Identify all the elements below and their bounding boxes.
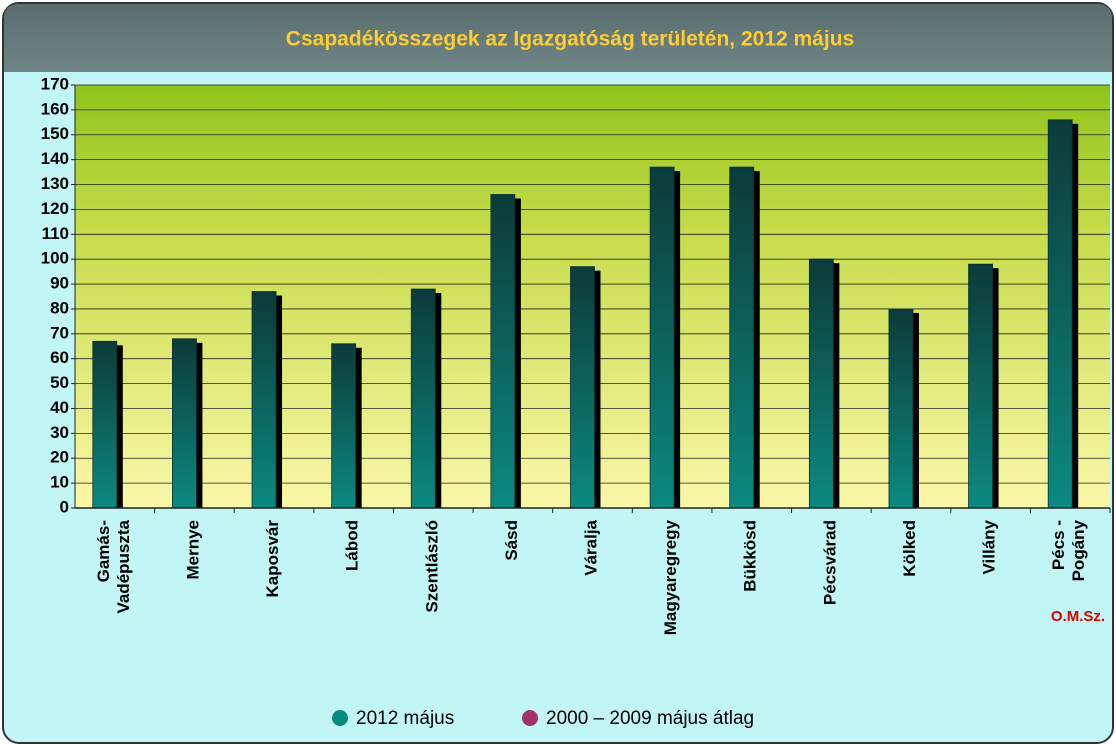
bar-shadow <box>833 263 840 508</box>
annotation: O.M.Sz. <box>1051 608 1105 625</box>
y-tick-label: 40 <box>50 398 69 417</box>
y-tick-label: 150 <box>41 124 69 143</box>
x-tick-label: Szentlászló <box>423 520 442 613</box>
bar-shadow <box>992 268 999 508</box>
bar-shadow <box>276 295 283 508</box>
bar <box>649 166 675 509</box>
bar <box>331 343 357 509</box>
legend-marker <box>332 710 348 726</box>
bar-shadow <box>435 293 442 508</box>
bar <box>729 166 755 509</box>
bar <box>1047 119 1073 509</box>
bar-shadow <box>116 345 123 508</box>
bar <box>808 258 834 509</box>
bar-shadow <box>355 347 362 508</box>
bar-shadow <box>753 171 760 509</box>
chart-title: Csapadékösszegek az Igazgatóság területé… <box>286 28 854 51</box>
y-tick-label: 140 <box>41 149 69 168</box>
y-tick-label: 30 <box>50 423 69 442</box>
x-tick-label: Villány <box>980 519 999 574</box>
y-tick-label: 130 <box>41 174 69 193</box>
y-tick-label: 0 <box>60 497 69 516</box>
x-tick-label: Sásd <box>502 520 521 561</box>
legend-label: 2000 – 2009 május átlag <box>546 708 754 729</box>
y-tick-label: 60 <box>50 348 69 367</box>
bar-shadow <box>912 312 919 508</box>
y-tick-label: 120 <box>41 199 69 218</box>
x-tick-label: Mernye <box>184 520 203 580</box>
y-tick-label: 70 <box>50 323 69 342</box>
x-tick-label: Kaposvár <box>264 520 283 598</box>
y-tick-label: 110 <box>42 224 69 243</box>
x-tick-label: Pécs -Pogány <box>1050 519 1089 581</box>
bar-shadow <box>196 342 203 508</box>
bar-shadow <box>594 270 601 508</box>
x-tick-label: Gamás-Vadépuszta <box>94 519 133 613</box>
y-tick-label: 170 <box>41 74 69 93</box>
y-tick-label: 50 <box>50 373 69 392</box>
bar <box>888 308 914 509</box>
bar <box>968 263 993 509</box>
x-tick-label: Bükkösd <box>741 520 760 592</box>
y-tick-label: 20 <box>50 448 69 467</box>
bar <box>172 338 197 509</box>
y-tick-label: 100 <box>41 249 69 268</box>
bar-shadow <box>1072 123 1079 508</box>
legend-marker <box>522 710 538 726</box>
bar-shadow <box>674 171 681 509</box>
bar <box>570 266 595 509</box>
y-tick-label: 10 <box>50 473 69 492</box>
y-tick-label: 160 <box>41 99 69 118</box>
x-tick-label: Kölked <box>900 520 919 577</box>
legend-label: 2012 május <box>356 708 454 729</box>
bar <box>410 288 436 509</box>
title-band <box>4 4 1112 72</box>
bar <box>251 291 277 509</box>
x-tick-label: Magyaregregy <box>662 519 681 635</box>
bar <box>490 194 516 509</box>
x-tick-label: Lábod <box>343 520 362 571</box>
y-tick-label: 90 <box>50 274 69 293</box>
bar <box>92 340 118 509</box>
bar-shadow <box>514 198 521 508</box>
x-tick-label: Pécsvárad <box>821 520 840 605</box>
y-tick-label: 80 <box>50 298 69 317</box>
x-tick-label: Váralja <box>582 519 601 575</box>
